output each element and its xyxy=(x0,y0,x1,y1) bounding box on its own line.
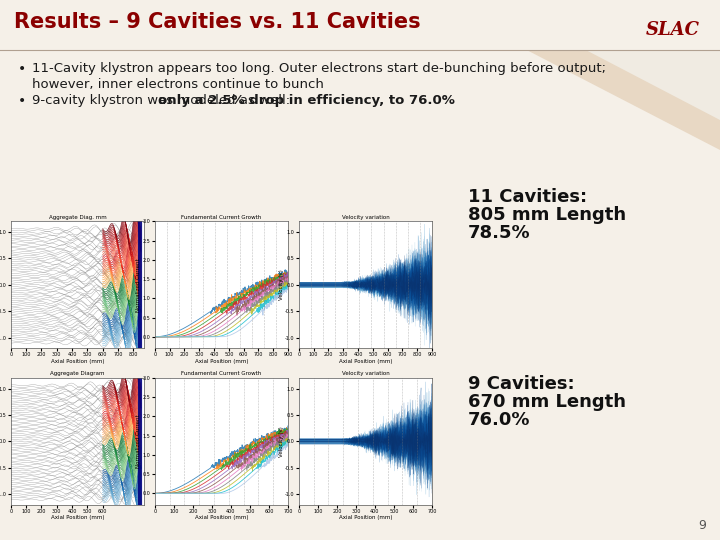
Y-axis label: Velocity (v): Velocity (v) xyxy=(279,426,284,457)
X-axis label: Axial Position (mm): Axial Position (mm) xyxy=(50,359,104,364)
Text: however, inner electrons continue to bunch: however, inner electrons continue to bun… xyxy=(32,78,324,91)
X-axis label: Axial Position (mm): Axial Position (mm) xyxy=(194,359,248,364)
X-axis label: Axial Position (mm): Axial Position (mm) xyxy=(50,516,104,521)
Text: 9-cavity klystron was modeled as well:: 9-cavity klystron was modeled as well: xyxy=(32,94,294,107)
Title: Aggregate Diag. mm: Aggregate Diag. mm xyxy=(48,214,107,220)
Text: SLAC: SLAC xyxy=(646,21,700,39)
Text: 11-Cavity klystron appears too long. Outer electrons start de-bunching before ou: 11-Cavity klystron appears too long. Out… xyxy=(32,62,606,75)
X-axis label: Axial Position (mm): Axial Position (mm) xyxy=(338,516,392,521)
Text: 805 mm Length: 805 mm Length xyxy=(468,206,626,224)
Y-axis label: Normalized Current: Normalized Current xyxy=(137,415,142,468)
Title: Velocity variation: Velocity variation xyxy=(341,371,390,376)
Text: Results – 9 Cavities vs. 11 Cavities: Results – 9 Cavities vs. 11 Cavities xyxy=(14,12,420,32)
Text: •: • xyxy=(18,94,26,108)
Text: 9 Cavities:: 9 Cavities: xyxy=(468,375,575,393)
Text: 78.5%: 78.5% xyxy=(468,224,531,242)
Title: Velocity variation: Velocity variation xyxy=(341,214,390,220)
Bar xyxy=(0,0,720,50)
Y-axis label: Velocity (v): Velocity (v) xyxy=(279,269,284,300)
Text: •: • xyxy=(18,62,26,76)
Text: only a 2.5% drop in efficiency, to 76.0%: only a 2.5% drop in efficiency, to 76.0% xyxy=(158,94,455,107)
Text: 76.0%: 76.0% xyxy=(468,411,531,429)
Y-axis label: Normalized Current: Normalized Current xyxy=(137,258,142,312)
X-axis label: Axial Position (mm): Axial Position (mm) xyxy=(338,359,392,364)
Title: Aggregate Diagram: Aggregate Diagram xyxy=(50,371,104,376)
Polygon shape xyxy=(540,0,720,90)
X-axis label: Axial Position (mm): Axial Position (mm) xyxy=(194,516,248,521)
Title: Fundamental Current Growth: Fundamental Current Growth xyxy=(181,214,261,220)
Polygon shape xyxy=(430,0,720,150)
Text: 11 Cavities:: 11 Cavities: xyxy=(468,188,587,206)
Polygon shape xyxy=(490,0,720,120)
Text: 9: 9 xyxy=(698,519,706,532)
Title: Fundamental Current Growth: Fundamental Current Growth xyxy=(181,371,261,376)
Text: 670 mm Length: 670 mm Length xyxy=(468,393,626,411)
